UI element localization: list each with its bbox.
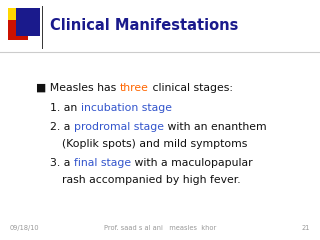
Bar — [8, 8, 36, 36]
Text: rash accompanied by high fever.: rash accompanied by high fever. — [62, 175, 241, 185]
Text: three: three — [120, 83, 148, 93]
Text: 21: 21 — [302, 225, 310, 231]
Text: clinical stages:: clinical stages: — [148, 83, 233, 93]
Text: prodromal stage: prodromal stage — [74, 122, 164, 132]
Text: 1. an: 1. an — [50, 103, 81, 113]
Text: with a maculopapular: with a maculopapular — [131, 158, 252, 168]
Text: with an enanthem: with an enanthem — [164, 122, 267, 132]
Text: Clinical Manifestations: Clinical Manifestations — [50, 18, 238, 34]
Text: 09/18/10: 09/18/10 — [10, 225, 40, 231]
Text: ■ Measles has: ■ Measles has — [36, 83, 120, 93]
Text: incubation stage: incubation stage — [81, 103, 172, 113]
Bar — [8, 20, 28, 40]
Text: final stage: final stage — [74, 158, 131, 168]
Text: 2. a: 2. a — [50, 122, 74, 132]
Text: Prof. saad s al ani   measles  khor: Prof. saad s al ani measles khor — [104, 225, 216, 231]
Bar — [16, 8, 40, 36]
Text: 3. a: 3. a — [50, 158, 74, 168]
Text: (Koplik spots) and mild symptoms: (Koplik spots) and mild symptoms — [62, 139, 247, 149]
